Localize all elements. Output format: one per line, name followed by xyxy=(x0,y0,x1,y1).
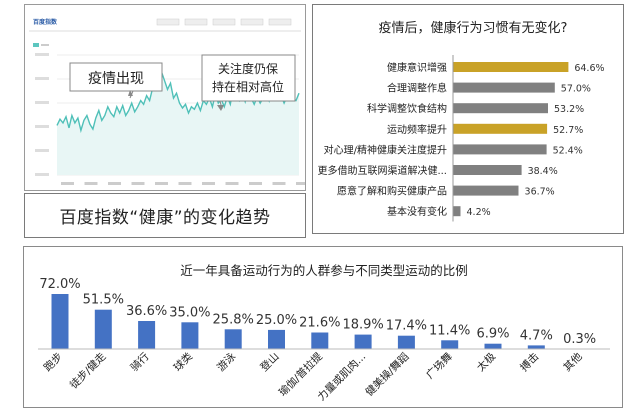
bar xyxy=(397,335,415,349)
bar xyxy=(51,294,69,349)
x-tick-placeholder xyxy=(108,182,121,185)
data-label: 51.5% xyxy=(83,293,124,308)
y-tick-placeholder xyxy=(35,101,49,104)
category-label: 愿意了解和购买健康产品 xyxy=(337,185,447,198)
data-label: 72.0% xyxy=(39,277,80,292)
x-tick-placeholder xyxy=(178,182,192,185)
screenshot-legend-swatch xyxy=(33,43,49,47)
category-label: 徒步/健走 xyxy=(67,350,109,392)
trend-area-fill xyxy=(57,72,299,175)
y-tick-placeholder xyxy=(35,173,49,176)
screenshot-x-ticks xyxy=(61,182,309,185)
data-label: 53.2% xyxy=(554,104,584,115)
data-label: 25.8% xyxy=(213,312,254,327)
annotation-box-outbreak xyxy=(69,62,163,92)
data-label: 25.0% xyxy=(256,313,297,328)
chart-title: 近一年具备运动行为的人群参与不同类型运动的比例 xyxy=(180,263,468,278)
data-label: 6.9% xyxy=(476,327,509,342)
category-label: 搏击 xyxy=(517,350,541,374)
x-tick-placeholder xyxy=(61,182,74,185)
data-label: 0.3% xyxy=(563,332,596,347)
annotation-outbreak: 疫情出现 xyxy=(88,71,144,87)
bar xyxy=(224,329,242,349)
bar xyxy=(453,185,519,196)
sport-types-chart: 近一年具备运动行为的人群参与不同类型运动的比例 72.0% 跑步 51.5% 徒步/健… xyxy=(38,263,610,403)
x-tick-placeholder xyxy=(272,182,286,185)
data-label: 4.2% xyxy=(467,207,491,218)
bar xyxy=(453,103,548,114)
arrow-down-icon xyxy=(217,105,224,111)
arrow-up-icon xyxy=(128,90,133,96)
category-label: 更多借助互联网渠道解决健... xyxy=(317,164,447,177)
category-label: 球类 xyxy=(171,350,195,374)
y-tick-placeholder xyxy=(35,53,49,56)
data-label: 52.4% xyxy=(553,145,583,156)
habit-change-chart: 疫情后，健康行为习惯有无变化? 健康意识增强 64.6% 合理调整作息 57.0% 科学… xyxy=(317,20,605,222)
x-tick-placeholder xyxy=(84,182,98,185)
data-label: 57.0% xyxy=(561,84,591,95)
category-label: 对心理/精神健康关注度提升 xyxy=(324,143,447,156)
annotation-high-level: 关注度仍保持在相对高位 xyxy=(212,61,284,94)
bar xyxy=(453,123,548,134)
baidu-index-trend-screenshot: 百度指数 疫情出现 关注度仍保持在相对高位 xyxy=(29,18,309,185)
category-label: 登山 xyxy=(258,350,282,374)
habit-change-chart-panel: 疫情后，健康行为习惯有无变化? 健康意识增强 64.6% 合理调整作息 57.0% 科学… xyxy=(312,4,624,234)
category-label: 太极 xyxy=(474,350,498,374)
category-label: 基本没有变化 xyxy=(387,205,447,218)
bar xyxy=(181,322,199,349)
data-label: 4.7% xyxy=(520,328,553,343)
chart-title: 疫情后，健康行为习惯有无变化? xyxy=(379,20,568,36)
annotation-box-high xyxy=(201,54,296,102)
data-label: 38.4% xyxy=(528,166,558,177)
x-tick-placeholder xyxy=(249,182,262,185)
bar xyxy=(484,343,502,349)
bar xyxy=(453,62,569,72)
x-tick-placeholder xyxy=(131,182,145,185)
bar xyxy=(453,144,547,155)
category-label: 骑行 xyxy=(128,350,152,374)
category-label: 广场舞 xyxy=(423,350,454,381)
x-tick-placeholder xyxy=(225,182,239,185)
category-label: 其他 xyxy=(561,350,585,374)
category-label: 健美操/舞蹈 xyxy=(363,350,412,399)
data-label: 11.4% xyxy=(429,323,470,338)
y-tick-placeholder xyxy=(35,125,49,128)
bar xyxy=(311,332,329,349)
bar xyxy=(441,340,459,349)
category-label: 跑步 xyxy=(41,350,65,374)
data-label: 21.6% xyxy=(299,316,340,331)
x-tick-placeholder xyxy=(155,182,168,185)
category-label: 科学调整饮食结构 xyxy=(367,102,447,115)
category-label: 游泳 xyxy=(214,350,238,374)
screenshot-toolbar xyxy=(156,18,292,26)
caption-text: 百度指数“健康”的变化趋势 xyxy=(59,208,271,228)
data-label: 18.9% xyxy=(342,318,383,333)
bar xyxy=(268,329,285,349)
bar xyxy=(138,321,156,349)
data-label: 17.4% xyxy=(386,319,427,334)
category-label: 运动频率提升 xyxy=(387,123,447,136)
data-label: 64.6% xyxy=(574,63,604,74)
bar xyxy=(527,345,545,349)
data-label: 35.0% xyxy=(169,305,210,320)
bar xyxy=(453,82,555,93)
x-tick-placeholder xyxy=(296,182,309,185)
bar xyxy=(354,334,372,349)
sport-types-chart-panel: 近一年具备运动行为的人群参与不同类型运动的比例 72.0% 跑步 51.5% 徒步/健… xyxy=(23,246,623,408)
bar xyxy=(453,165,522,175)
caption-box: 百度指数“健康”的变化趋势 xyxy=(24,193,306,238)
data-label: 36.6% xyxy=(126,304,167,319)
data-label: 36.7% xyxy=(525,187,555,198)
y-tick-placeholder xyxy=(35,149,49,152)
baidu-index-screenshot-panel: 百度指数 疫情出现 关注度仍保持在相对高位 xyxy=(24,4,309,191)
y-tick-placeholder xyxy=(35,77,49,80)
x-tick-placeholder xyxy=(202,182,215,185)
data-label: 52.7% xyxy=(553,125,583,136)
category-label: 健康意识增强 xyxy=(387,61,447,74)
category-label: 合理调整作息 xyxy=(387,82,447,95)
bar xyxy=(453,206,461,217)
bar xyxy=(94,309,112,349)
baidu-index-logo: 百度指数 xyxy=(33,18,58,26)
